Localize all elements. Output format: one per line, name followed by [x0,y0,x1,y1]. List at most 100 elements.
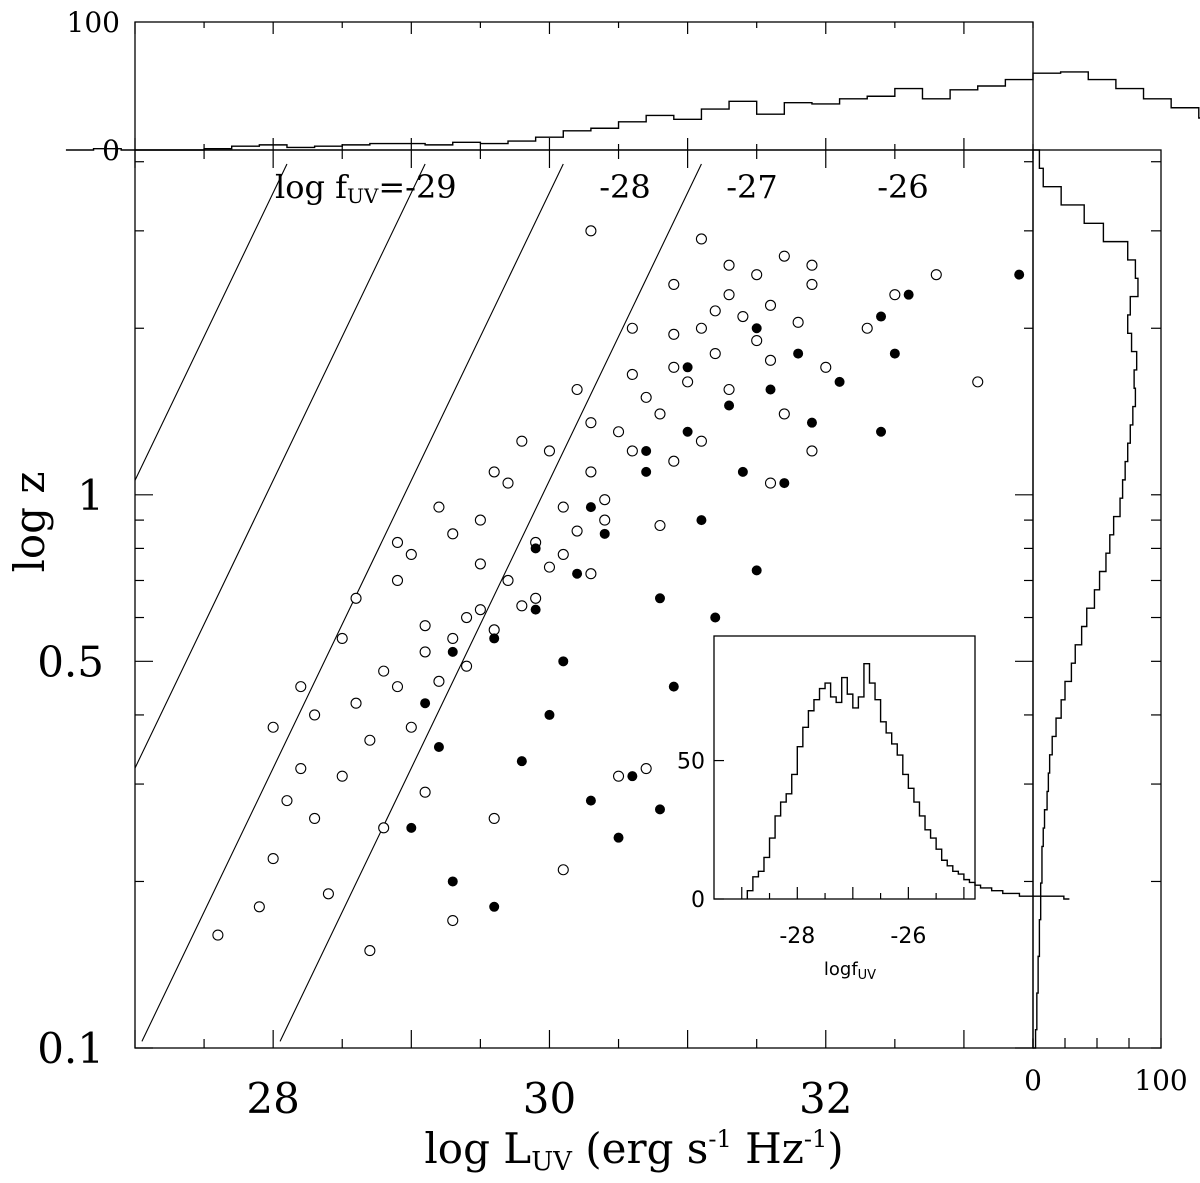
data-point [502,574,514,587]
data-point [654,408,666,420]
y-tick-label: 0.1 [37,1024,104,1073]
right-hist-step [1033,149,1139,1049]
data-point [488,466,500,478]
data-point [806,445,818,457]
data-point [530,604,541,615]
data-point [543,445,556,457]
data-point [640,391,652,403]
data-point [447,528,459,540]
x-axis-title: log LUV (erg s-1 Hz-1) [424,1124,843,1177]
data-point [488,624,500,636]
data-point [751,335,763,347]
y-axis-title: log z [5,471,54,572]
data-point [419,620,431,632]
data-point [585,795,596,806]
x-tick-label: 32 [799,1074,852,1123]
data-point [502,477,514,489]
top-histogram: 0 100 [65,6,1200,167]
data-point [447,914,459,927]
data-point [668,328,680,340]
data-point [612,426,625,438]
data-point [792,316,804,328]
data-point [433,675,445,687]
data-point [876,426,887,437]
data-point [406,822,417,833]
data-point [585,225,597,237]
inset-xlabel: logfUV [824,959,876,983]
data-point [696,515,707,526]
data-point [889,348,900,359]
data-point [806,278,818,291]
x-tick-label: 28 [246,1074,299,1123]
data-point [626,322,638,334]
data-point [474,558,486,570]
main-ticks: 28 30 32 0.1 0.5 1 [37,150,1034,1123]
main-frame [134,149,1034,1049]
data-point [281,795,293,807]
data-point [336,770,348,782]
top-hist-ticks: 0 100 [67,6,1034,167]
flux-line [134,163,288,481]
data-point [599,514,611,526]
data-point [724,400,735,411]
data-point [295,681,307,693]
data-point [405,548,417,561]
flux-line-labels: log fUV=-29 -28 -27 -26 [275,168,929,208]
data-point [350,697,362,709]
data-point [516,600,528,612]
data-point [723,289,735,301]
data-point [599,494,611,506]
data-point [695,233,707,245]
flux-line [141,163,564,1042]
inset-x-tick-label: -26 [890,924,926,949]
data-point [764,354,777,366]
data-point [322,888,334,900]
data-point [709,348,721,360]
data-point [876,311,887,322]
data-point [779,478,790,489]
data-point [474,604,486,616]
data-point [627,771,638,782]
data-point [447,876,458,887]
top-hist-step [65,71,1200,151]
data-point [640,762,652,775]
data-point [391,574,404,587]
data-point [668,278,680,291]
data-point [309,812,321,824]
data-point [654,593,665,604]
data-point [461,611,473,624]
flux-label: -26 [877,168,929,206]
data-point [267,853,279,865]
data-point [447,632,459,644]
right-histogram: 0 100 [1024,149,1188,1097]
data-point [695,435,707,447]
data-point [641,466,652,477]
data-point [267,721,279,733]
data-point [516,756,527,767]
data-point [668,361,680,373]
filled-circle-points [406,269,1025,912]
flux-label-prefix: log fUV=-29 [275,168,457,208]
data-point [489,633,500,644]
y-tick-label: 1 [77,471,104,520]
inset-y-tick-label: 50 [677,750,705,775]
x-tick-label: 30 [523,1074,576,1123]
right-x-tick-label: 0 [1024,1064,1042,1097]
data-point [585,568,597,580]
right-x-tick-label: 100 [1134,1064,1187,1097]
data-point [571,383,583,396]
inset-x-tick-label: -28 [779,924,815,949]
top-hist-frame [134,21,1034,151]
data-point [530,543,541,554]
data-point [599,528,610,539]
data-point [420,698,431,709]
data-point [433,501,445,513]
data-point [391,536,404,549]
top-y-tick-label: 100 [67,6,120,39]
data-point [378,665,390,677]
data-point [806,259,818,271]
data-point [350,592,362,604]
flux-lines [134,163,702,1042]
data-point [682,376,694,388]
data-point [419,786,431,798]
